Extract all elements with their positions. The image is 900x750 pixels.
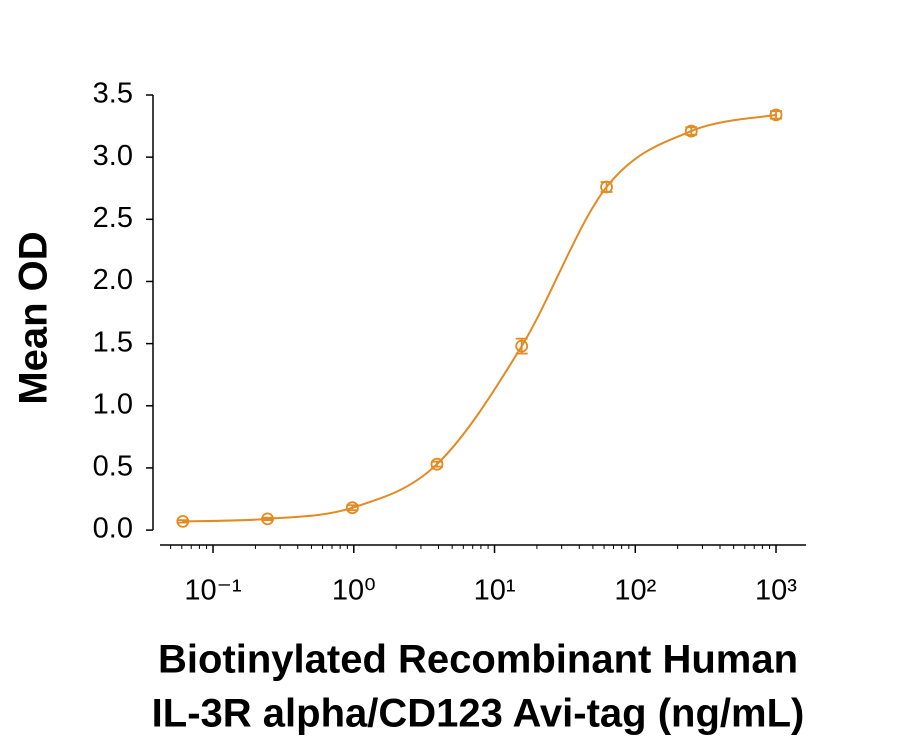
point: [515, 339, 529, 353]
x-axis-label: Biotinylated Recombinant Human: [158, 638, 798, 682]
fit-curve: [182, 113, 777, 523]
y-axis-label: Mean OD: [12, 231, 56, 404]
y-tick-label: 3.5: [93, 78, 133, 110]
point: [345, 501, 359, 515]
x-tick-label: 10¹: [474, 575, 516, 607]
y-tick-label: 0.0: [93, 513, 133, 545]
y-tick-label: 3.0: [93, 140, 133, 172]
point: [600, 180, 613, 194]
point: [769, 108, 783, 122]
x-tick-label: 10⁻¹: [184, 575, 242, 607]
x-axis-label: IL-3R alpha/CD123 Avi-tag (ng/mL): [152, 692, 805, 736]
y-tick-label: 0.5: [93, 451, 133, 483]
point: [430, 457, 444, 471]
y-tick-label: 1.5: [93, 326, 133, 358]
y-tick-label: 2.5: [93, 202, 133, 234]
y-tick-label: 2.0: [93, 264, 133, 296]
point: [176, 514, 190, 528]
point: [261, 512, 274, 526]
x-tick-label: 10²: [614, 575, 656, 607]
y-tick-label: 1.0: [93, 388, 133, 420]
x-tick-label: 10⁰: [332, 575, 376, 607]
x-tick-label: 10³: [755, 575, 797, 607]
point: [684, 124, 698, 138]
